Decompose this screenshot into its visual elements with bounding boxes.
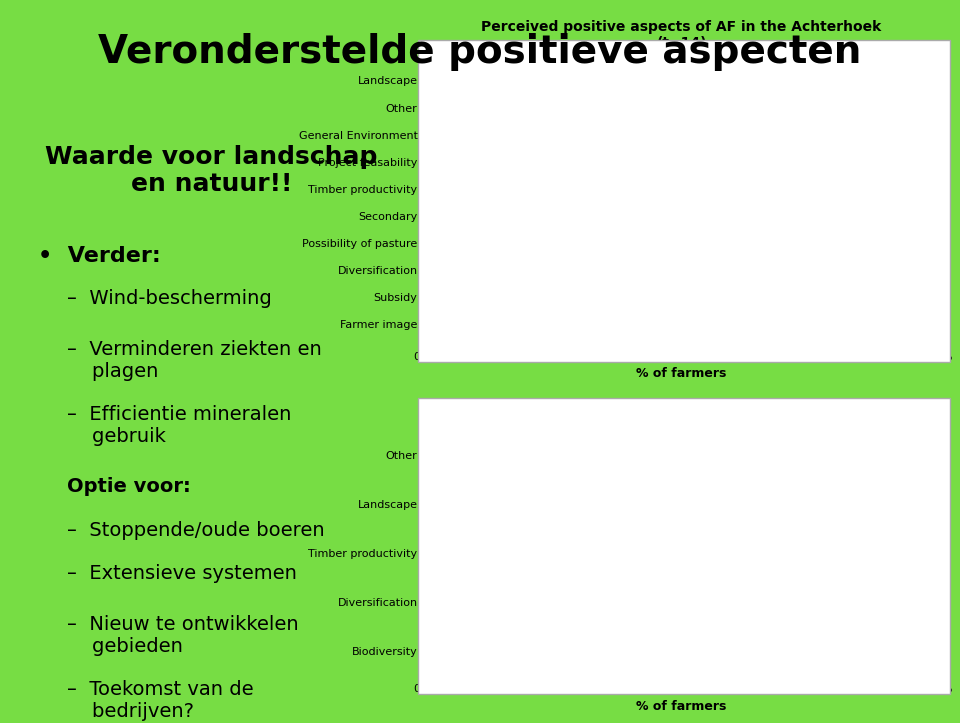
Text: –  Toekomst van de
    bedrijven?: – Toekomst van de bedrijven?: [67, 680, 253, 721]
Text: Waarde voor landschap
en natuur!!: Waarde voor landschap en natuur!!: [45, 145, 377, 197]
Text: –  Nieuw te ontwikkelen
    gebieden: – Nieuw te ontwikkelen gebieden: [67, 615, 299, 656]
Text: 43%: 43%: [874, 75, 899, 85]
Text: 7%: 7%: [500, 646, 517, 656]
Bar: [422, 207, 495, 226]
Text: 7%: 7%: [500, 292, 517, 302]
Bar: [422, 71, 868, 90]
Text: 7%: 7%: [500, 597, 517, 607]
Bar: [422, 487, 557, 521]
Title: Perceived positive aspects of AF in the Achterhoek
(t=14): Perceived positive aspects of AF in the …: [482, 20, 881, 50]
Text: 7%: 7%: [500, 265, 517, 275]
Text: 7%: 7%: [500, 211, 517, 221]
Text: Veronderstelde positieve aspecten: Veronderstelde positieve aspecten: [98, 33, 862, 71]
Bar: [422, 288, 495, 307]
Text: 21%: 21%: [645, 129, 670, 140]
Text: 7%: 7%: [500, 184, 517, 194]
Bar: [422, 634, 495, 668]
Text: •  Verder:: • Verder:: [38, 246, 161, 266]
Bar: [422, 153, 567, 171]
Bar: [422, 98, 796, 117]
Text: 36%: 36%: [801, 103, 826, 113]
Text: –  Stoppende/oude boeren: – Stoppende/oude boeren: [67, 521, 324, 539]
Text: 7%: 7%: [500, 238, 517, 248]
Text: Optie voor:: Optie voor:: [67, 477, 191, 496]
Bar: [422, 585, 495, 619]
X-axis label: % of farmers: % of farmers: [636, 700, 727, 713]
Bar: [422, 125, 640, 144]
Text: –  Efficientie mineralen
    gebruik: – Efficientie mineralen gebruik: [67, 405, 292, 446]
Text: –  Verminderen ziekten en
    plagen: – Verminderen ziekten en plagen: [67, 340, 322, 381]
Bar: [422, 261, 495, 280]
Text: 7%: 7%: [500, 320, 517, 330]
Bar: [422, 315, 495, 334]
X-axis label: % of farmers: % of farmers: [636, 367, 727, 380]
Text: 13%: 13%: [563, 499, 587, 509]
Title: Perceived positive aspects of AF in N-Friesland (t=15): Perceived positive aspects of AF in N-Fr…: [469, 404, 894, 419]
Text: 40%: 40%: [842, 450, 867, 461]
Text: 7%: 7%: [500, 548, 517, 558]
Bar: [422, 536, 495, 570]
Text: –  Wind-bescherming: – Wind-bescherming: [67, 289, 272, 308]
Bar: [422, 179, 495, 198]
Text: 14%: 14%: [573, 157, 597, 167]
Text: –  Extensieve systemen: – Extensieve systemen: [67, 564, 297, 583]
Bar: [422, 234, 495, 252]
Bar: [422, 438, 837, 472]
